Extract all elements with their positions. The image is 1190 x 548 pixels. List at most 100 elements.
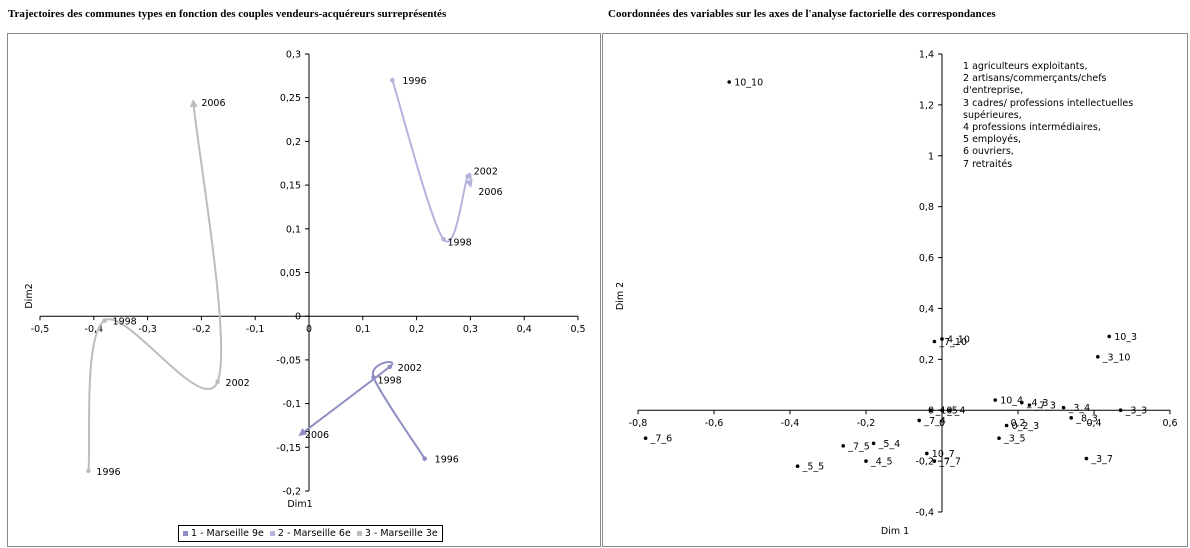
- legend-entry: 3 - Marseille 3e: [356, 527, 438, 539]
- y-tick-label: 0,05: [280, 268, 301, 279]
- legend-label: 3 - Marseille 3e: [364, 527, 438, 539]
- y-tick-label: 1,4: [919, 50, 934, 61]
- data-point: [371, 375, 376, 380]
- x-tick-label: 0,3: [463, 324, 478, 335]
- y-tick-label: 0,2: [286, 137, 301, 148]
- x-tick-label: -0,3: [138, 324, 157, 335]
- x-tick-label: 0,4: [1086, 418, 1101, 429]
- scatter-point-label: 4_10: [947, 334, 970, 345]
- scatter-point: [1027, 403, 1032, 407]
- y-tick-label: -0,15: [276, 443, 301, 454]
- y-tick-label: -0,05: [276, 355, 301, 366]
- scatter-point-label: _8_3: [1075, 413, 1098, 424]
- scatter-point-label: _7_10: [938, 337, 967, 348]
- y-tick-label: -0,2: [282, 487, 301, 498]
- scatter-point: [997, 436, 1001, 441]
- x-tick-label: 0: [939, 418, 945, 429]
- y-tick-label: 0,1: [286, 224, 301, 235]
- x-tick-label: 0,5: [570, 324, 585, 335]
- category-key-line: 6 ouvriers,: [963, 146, 1014, 158]
- scatter-point-label: _3_10: [1102, 352, 1131, 363]
- y-tick-label: 0,3: [286, 50, 301, 61]
- point-label: 1996: [402, 76, 426, 87]
- legend-entry: 1 - Marseille 9e: [183, 529, 264, 539]
- scatter-point: [841, 444, 845, 448]
- point-label: 2006: [478, 187, 502, 198]
- legend-swatch: [356, 531, 362, 536]
- x-tick-label: 0,1: [355, 324, 370, 335]
- scatter-point: [1020, 400, 1024, 405]
- scatter-point-label: _3_7: [1090, 454, 1113, 465]
- y-tick-label: 0: [295, 312, 301, 323]
- category-key-line: 7 retraités: [963, 158, 1013, 170]
- scatter-point: [1084, 456, 1089, 461]
- right-chart-title: Coordonnées des variables sur les axes d…: [608, 8, 996, 20]
- scatter-point-label: _7_5: [847, 441, 870, 452]
- y-tick-label: 0,15: [280, 181, 301, 192]
- x-tick-label: 0,6: [1162, 418, 1177, 429]
- scatter-point-label: _4_3: [1026, 398, 1049, 409]
- legend-entry: 2 - Marseille 6e: [269, 529, 351, 539]
- category-key-line: 3 cadres/ professions intellectuelles su…: [963, 97, 1134, 121]
- legend-swatch: [183, 531, 188, 536]
- x-tick-label: -0,4: [85, 324, 104, 335]
- scatter-point: [643, 436, 648, 441]
- category-key-line: 4 professions intermédiaires,: [963, 122, 1101, 134]
- point-label: 2002: [398, 363, 422, 374]
- y-tick-label: -0,2: [915, 457, 934, 468]
- scatter-point: [1107, 334, 1111, 339]
- data-point: [387, 364, 393, 370]
- point-label: 2006: [201, 98, 225, 109]
- scatter-point-label: _5_5: [802, 462, 825, 473]
- category-key-box: 1 agriculteurs exploitants, 2 artisans/co…: [963, 61, 1151, 172]
- x-tick-label: -0,4: [781, 418, 800, 429]
- trajectory-line: [391, 79, 473, 243]
- y-tick-label: -0,1: [282, 399, 301, 410]
- y-tick-label: 1: [928, 151, 934, 162]
- scatter-point-label: 10_4: [1000, 396, 1023, 407]
- x-tick-label: 0: [306, 324, 312, 335]
- scatter-point-label: _4: [954, 406, 966, 417]
- scatter-point: [1061, 405, 1066, 410]
- scatter-point: [993, 398, 997, 402]
- y-tick-label: 0,6: [919, 253, 934, 264]
- point-label: 2002: [474, 166, 498, 177]
- scatter-point-label: _7_6: [650, 434, 673, 445]
- y-tick-label: 0,4: [919, 304, 934, 315]
- scatter-point: [940, 408, 944, 413]
- x-tick-label: -0,6: [705, 418, 724, 429]
- x-tick-label: 0,2: [1010, 418, 1025, 429]
- data-point: [422, 456, 427, 461]
- y-axis-title: Dim 2: [615, 282, 626, 310]
- y-tick-label: 0,25: [280, 93, 301, 104]
- scatter-point-label: _3_3: [1125, 406, 1148, 417]
- scatter-point: [925, 451, 929, 456]
- x-tick-label: 0,4: [517, 324, 532, 335]
- scatter-point-label: _5: [946, 406, 958, 417]
- x-tick-label: -0,5: [31, 324, 50, 335]
- trajectory-chart-panel: -0,5 -0,4 -0,3 -0,2 -0,1 0 0,1 0,2 0,3 0,4 0,5 -0,2…: [7, 33, 601, 547]
- scatter-point: [917, 418, 921, 423]
- data-point: [215, 379, 220, 385]
- scatter-point: [932, 339, 937, 344]
- scatter-point: [940, 337, 944, 341]
- point-label: 1998: [113, 317, 137, 328]
- x-axis-title: Dim 1: [881, 526, 909, 537]
- category-key-line: 5 employés,: [963, 134, 1022, 146]
- scatter-point: [864, 459, 868, 463]
- trajectory-line: [87, 99, 223, 472]
- y-tick-label: 1,2: [919, 100, 934, 111]
- scatter-point: [871, 441, 876, 446]
- trajectory-chart: -0,5 -0,4 -0,3 -0,2 -0,1 0 0,1 0,2 0,3 0,4 0,5 -0,2…: [24, 50, 586, 511]
- scatter-point: [1004, 423, 1009, 428]
- scatter-point-label: _3_5: [1003, 434, 1026, 445]
- data-point: [86, 468, 91, 474]
- scatter-point: [947, 408, 952, 413]
- y-tick-label: 0,8: [919, 202, 934, 213]
- x-tick-label: -0,2: [857, 418, 876, 429]
- category-key-line: 1 agriculteurs exploitants,: [963, 61, 1088, 72]
- afc-scatter-chart: -0,8-0,6-0,4-0,200,20,40,6-0,4-0,200,20,…: [615, 50, 1178, 538]
- scatter-point: [928, 408, 933, 413]
- scatter-point: [1069, 416, 1073, 420]
- trajectory-legend: 1 - Marseille 9e 2 - Marseille 6e 3 - Mars…: [178, 525, 443, 542]
